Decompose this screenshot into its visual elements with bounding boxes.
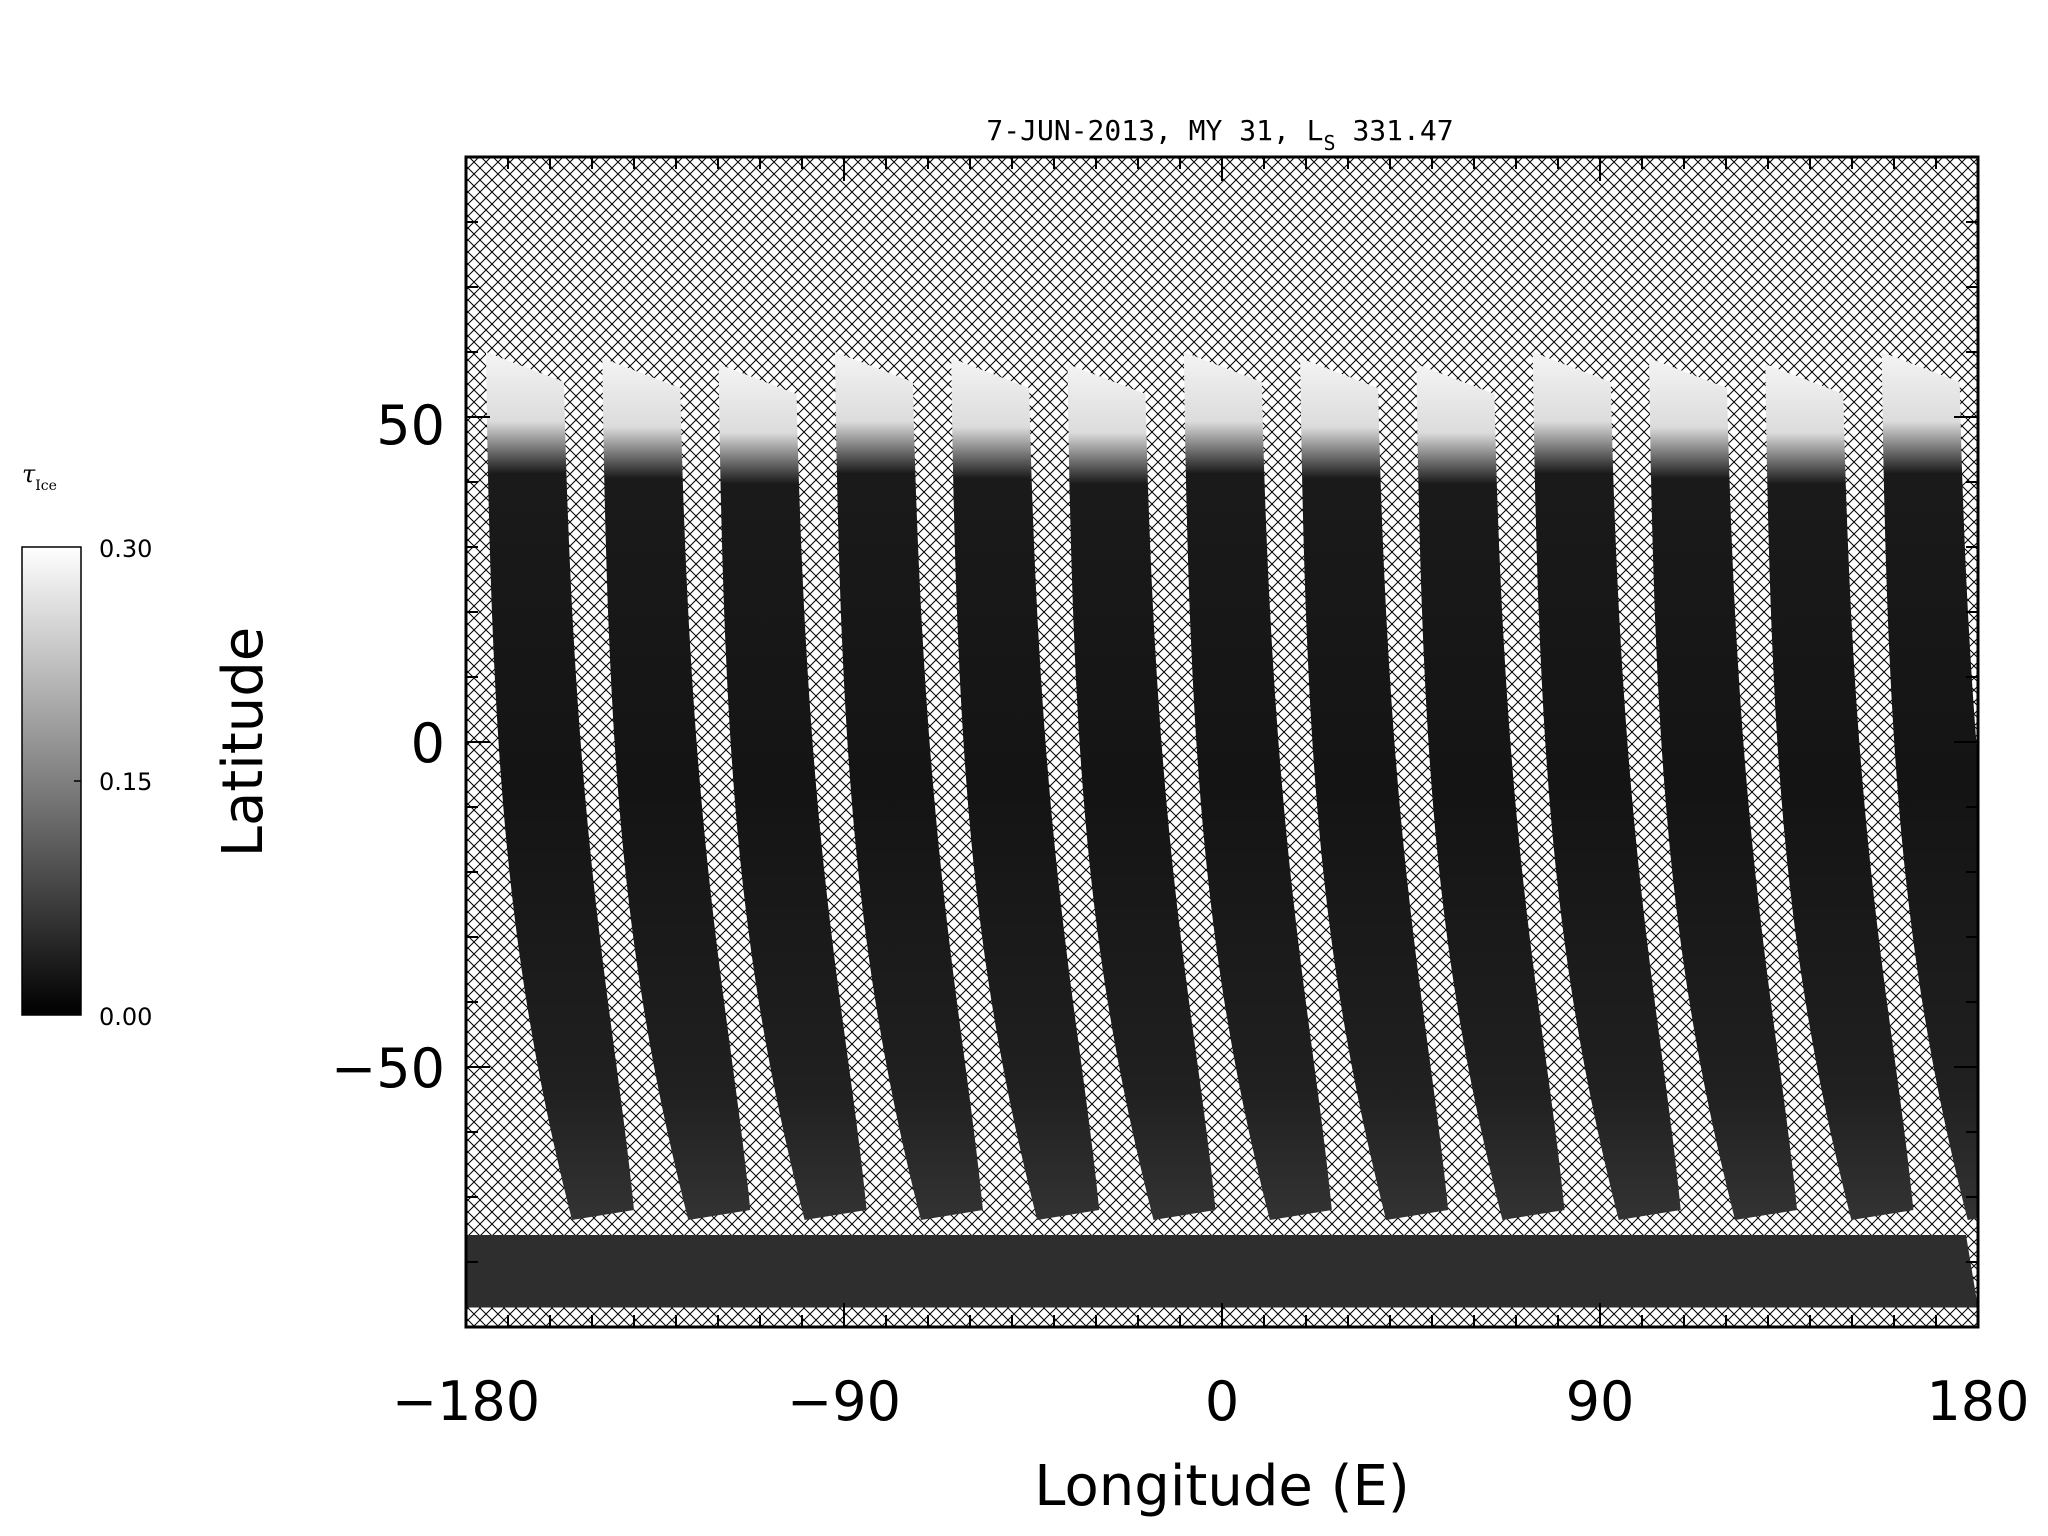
x-tick-label: 180: [1926, 1370, 2029, 1433]
orbit-swath: [1532, 352, 1681, 1220]
map-plot-area: [464, 155, 1980, 1329]
x-axis-label: Longitude (E): [1034, 1454, 1409, 1519]
orbit-swath: [1183, 352, 1332, 1220]
y-tick-label: 50: [376, 394, 445, 457]
title-suffix: 331.47: [1336, 114, 1454, 147]
orbit-swath: [486, 352, 634, 1220]
colorbar-tick-label: 0.30: [99, 535, 152, 563]
title-subscript: S: [1324, 131, 1336, 155]
colorbar: τIce 0.30 0.15 0.00: [21, 460, 152, 1031]
orbit-swath: [834, 352, 983, 1220]
colorbar-label: τIce: [22, 460, 57, 494]
colorbar-tick-label: 0.00: [99, 1003, 152, 1031]
x-tick-labels: −180 −90 0 90 180: [392, 1370, 2030, 1433]
orbit-swath: [1416, 364, 1565, 1220]
south-polar-band: [466, 1223, 1978, 1308]
y-tick-label: 0: [411, 712, 445, 775]
orbit-swath: [1067, 364, 1216, 1220]
orbit-swath: [951, 358, 1100, 1220]
title-prefix: 7-JUN-2013, MY 31, L: [986, 114, 1323, 147]
orbit-swath: [1881, 352, 1978, 1220]
orbit-swath: [1649, 358, 1798, 1220]
colorbar-label-subscript: Ice: [35, 478, 57, 494]
figure-title: 7-JUN-2013, MY 31, LS 331.47: [986, 114, 1453, 155]
colorbar-tick-label: 0.15: [99, 768, 152, 796]
orbit-swath: [718, 364, 867, 1220]
orbit-swath: [602, 358, 751, 1220]
y-tick-labels: 50 0 −50: [331, 394, 445, 1100]
y-axis-label: Latitude: [211, 627, 276, 857]
axis-ticks: [465, 156, 1979, 1328]
y-tick-label: −50: [331, 1037, 445, 1100]
x-tick-label: 0: [1205, 1370, 1239, 1433]
x-tick-label: −90: [787, 1370, 901, 1433]
colorbar-gradient: [21, 546, 82, 1016]
polar-band-shape: [466, 1223, 1978, 1308]
x-tick-label: 90: [1566, 1370, 1635, 1433]
orbit-swath: [1300, 358, 1449, 1220]
orbit-swaths: [486, 352, 1978, 1220]
orbit-swath: [1765, 364, 1914, 1220]
colorbar-label-symbol: τ: [22, 460, 36, 488]
x-tick-label: −180: [392, 1370, 540, 1433]
